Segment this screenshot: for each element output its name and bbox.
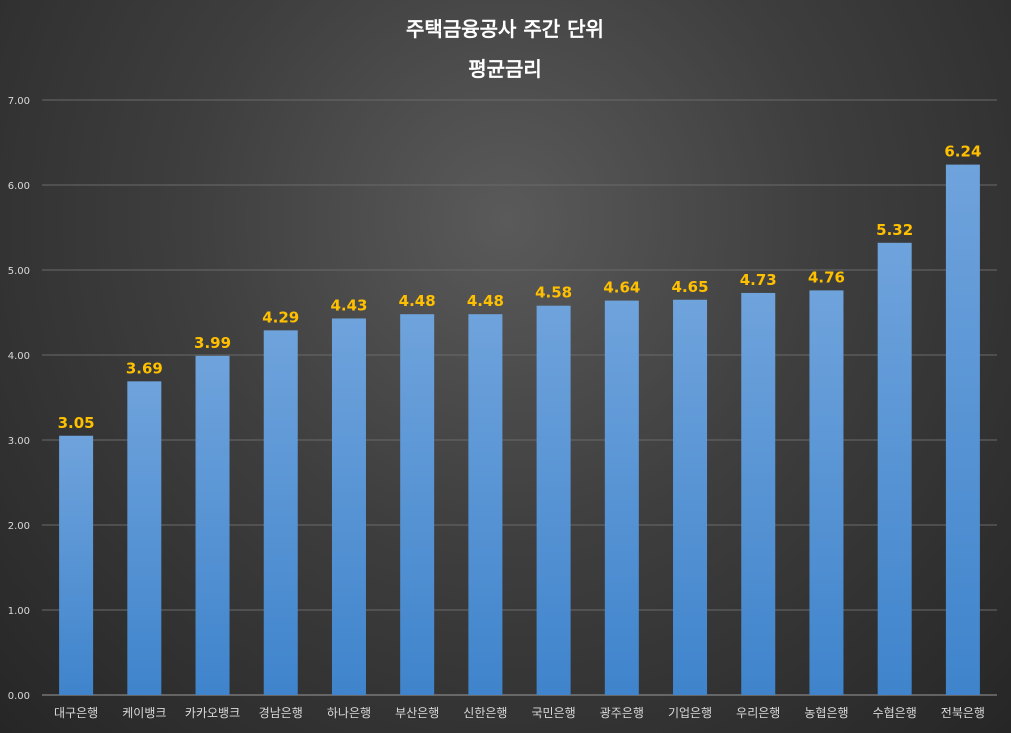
x-tick-label: 우리은행 xyxy=(736,705,780,720)
data-label: 4.73 xyxy=(740,271,777,289)
bar xyxy=(877,242,912,696)
data-label: 4.64 xyxy=(603,279,640,297)
x-tick-label: 광주은행 xyxy=(600,705,644,720)
gridlines xyxy=(42,99,997,696)
data-label: 4.58 xyxy=(535,284,572,302)
y-tick-label: 1.00 xyxy=(8,606,30,617)
data-label: 3.69 xyxy=(126,359,163,377)
axis-ticks: 0.00 1.00 2.00 3.00 4.00 5.00 6.00 7.00 대구은행 케이뱅크… xyxy=(8,96,985,720)
y-tick-label: 0.00 xyxy=(8,691,30,702)
data-label: 4.65 xyxy=(672,278,709,296)
chart-title-line-1: 주택금융공사 주간 단위 xyxy=(406,17,604,41)
data-labels: 3.05 3.69 3.99 4.29 4.43 4.48 4.48 4.58 4.64 4.65… xyxy=(58,143,982,432)
y-tick-label: 4.00 xyxy=(8,351,30,362)
x-tick-label: 전북은행 xyxy=(941,705,985,720)
bar xyxy=(809,290,844,695)
x-tick-label: 기업은행 xyxy=(668,705,712,720)
bar xyxy=(604,300,639,695)
data-label: 3.05 xyxy=(58,414,95,432)
bar xyxy=(400,314,435,695)
data-label: 6.24 xyxy=(944,143,981,161)
data-label: 4.43 xyxy=(330,296,367,314)
x-tick-label: 카카오뱅크 xyxy=(185,706,240,720)
bar xyxy=(945,164,980,696)
bar xyxy=(59,435,94,695)
bar xyxy=(331,318,366,695)
x-tick-label: 농협은행 xyxy=(804,705,848,720)
bar xyxy=(673,299,708,695)
y-tick-label: 2.00 xyxy=(8,521,30,532)
y-tick-label: 3.00 xyxy=(8,436,30,447)
data-label: 4.76 xyxy=(808,268,845,286)
x-tick-label: 경남은행 xyxy=(259,705,303,720)
bar xyxy=(741,292,776,695)
x-tick-label: 하나은행 xyxy=(327,705,371,720)
bar xyxy=(536,305,571,695)
bars xyxy=(59,164,980,696)
x-tick-label: 국민은행 xyxy=(532,705,576,720)
bar xyxy=(127,381,162,695)
x-tick-label: 신한은행 xyxy=(463,705,507,720)
y-tick-label: 5.00 xyxy=(8,266,30,277)
data-label: 5.32 xyxy=(876,221,913,239)
bar xyxy=(468,314,503,695)
bar xyxy=(195,355,230,695)
data-label: 3.99 xyxy=(194,334,231,352)
x-tick-label: 부산은행 xyxy=(395,705,439,720)
data-label: 4.48 xyxy=(467,292,504,310)
y-tick-label: 6.00 xyxy=(8,181,30,192)
data-label: 4.48 xyxy=(399,292,436,310)
y-tick-label: 7.00 xyxy=(8,96,30,107)
x-tick-label: 대구은행 xyxy=(54,705,98,720)
x-tick-label: 수협은행 xyxy=(873,705,917,720)
chart-title-line-2: 평균금리 xyxy=(468,57,542,81)
data-label: 4.29 xyxy=(262,308,299,326)
bar xyxy=(263,330,298,695)
x-tick-label: 케이뱅크 xyxy=(122,706,166,720)
